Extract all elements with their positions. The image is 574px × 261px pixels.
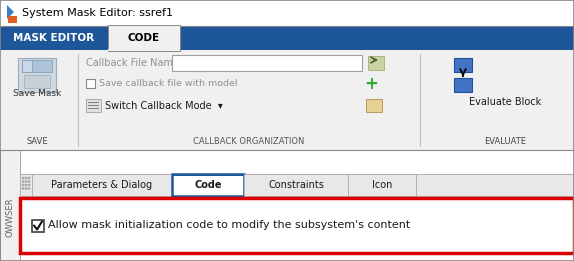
Bar xyxy=(86,99,101,112)
Bar xyxy=(0,150,20,261)
Text: Save Mask: Save Mask xyxy=(13,90,61,98)
Text: CODE: CODE xyxy=(128,33,160,43)
Bar xyxy=(86,79,95,88)
Text: OWWSER: OWWSER xyxy=(6,198,14,237)
Text: Allow mask initialization code to modify the subsystem's content: Allow mask initialization code to modify… xyxy=(48,221,410,230)
Bar xyxy=(108,25,180,51)
Polygon shape xyxy=(7,5,14,19)
Bar xyxy=(180,26,574,50)
Bar xyxy=(172,174,244,176)
Text: Save callback file with model: Save callback file with model xyxy=(99,80,238,88)
Bar xyxy=(20,198,574,253)
Bar xyxy=(24,75,50,88)
Bar xyxy=(22,60,32,72)
Text: EVALUATE: EVALUATE xyxy=(484,138,526,146)
Circle shape xyxy=(22,177,24,179)
Circle shape xyxy=(28,177,30,179)
Bar xyxy=(0,26,108,50)
Circle shape xyxy=(25,184,27,186)
Bar xyxy=(366,99,382,112)
Circle shape xyxy=(28,184,30,186)
Bar xyxy=(244,174,348,196)
Bar xyxy=(0,50,574,150)
Circle shape xyxy=(25,177,27,179)
Text: Switch Callback Mode  ▾: Switch Callback Mode ▾ xyxy=(105,101,223,111)
Text: Callback File Name:: Callback File Name: xyxy=(86,58,183,68)
Circle shape xyxy=(25,188,27,189)
Circle shape xyxy=(25,181,27,182)
Bar xyxy=(348,174,416,196)
Text: +: + xyxy=(364,75,378,93)
Bar xyxy=(172,174,244,196)
Text: Evaluate Block: Evaluate Block xyxy=(469,97,541,107)
Bar xyxy=(368,56,384,70)
Circle shape xyxy=(22,181,24,182)
Bar xyxy=(22,60,52,72)
Text: CALLBACK ORGANIZATION: CALLBACK ORGANIZATION xyxy=(193,138,305,146)
Bar xyxy=(172,55,362,71)
Bar xyxy=(0,0,574,26)
Bar xyxy=(108,49,180,51)
Circle shape xyxy=(22,184,24,186)
Text: Constraints: Constraints xyxy=(268,180,324,190)
Text: Code: Code xyxy=(194,180,222,190)
Circle shape xyxy=(28,188,30,189)
Text: Icon: Icon xyxy=(372,180,392,190)
Bar xyxy=(20,174,574,196)
Bar xyxy=(0,26,574,50)
Bar xyxy=(32,174,172,196)
Circle shape xyxy=(22,188,24,189)
Bar xyxy=(18,58,56,92)
Text: System Mask Editor: ssref1: System Mask Editor: ssref1 xyxy=(22,8,173,18)
Circle shape xyxy=(28,181,30,182)
Bar xyxy=(454,58,472,72)
Bar xyxy=(32,220,44,232)
Text: SAVE: SAVE xyxy=(26,138,48,146)
Text: Parameters & Dialog: Parameters & Dialog xyxy=(52,180,153,190)
Text: MASK EDITOR: MASK EDITOR xyxy=(13,33,95,43)
Bar xyxy=(8,16,17,23)
Bar xyxy=(454,78,472,92)
